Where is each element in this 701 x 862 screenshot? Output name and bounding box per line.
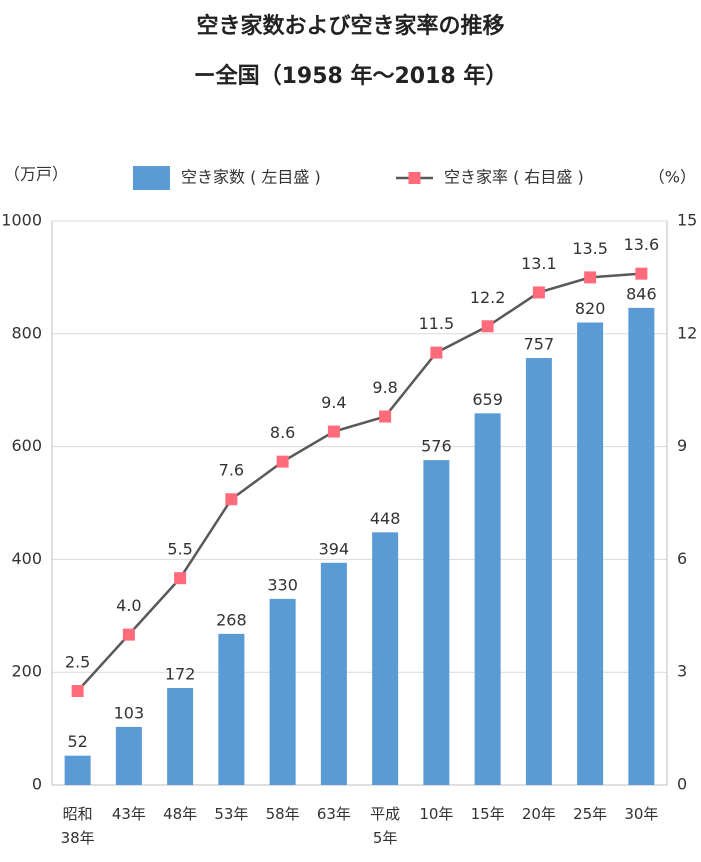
line-value-label: 5.5 xyxy=(167,540,192,559)
bar xyxy=(167,687,194,785)
bar-value-label: 757 xyxy=(524,335,555,354)
chart-title: 空き家数および空き家率の推移 xyxy=(196,14,505,39)
y2-tick-label: 15 xyxy=(677,211,697,230)
y2-axis-label: （%） xyxy=(649,168,696,187)
bar-value-label: 820 xyxy=(575,299,606,318)
line-value-label: 13.5 xyxy=(572,239,608,258)
x-tick-label: 15年 xyxy=(470,805,505,823)
y-tick-label: 200 xyxy=(11,662,42,681)
bar xyxy=(218,633,245,785)
bar xyxy=(269,598,296,785)
chart-subtitle: ー全国（1958 年〜2018 年） xyxy=(193,64,508,89)
y-tick-label: 0 xyxy=(32,775,42,794)
line-marker xyxy=(122,628,135,641)
line-value-label: 8.6 xyxy=(270,423,295,442)
line-marker xyxy=(71,685,84,697)
y2-tick-label: 3 xyxy=(677,662,687,681)
bar xyxy=(115,726,142,785)
y2-tick-label: 12 xyxy=(677,323,697,342)
bar-value-label: 268 xyxy=(216,610,247,629)
line-value-label: 4.0 xyxy=(116,596,141,615)
line-marker xyxy=(635,267,648,280)
bar-value-label: 172 xyxy=(165,664,196,683)
bar xyxy=(577,322,604,785)
x-tick-label: 25年 xyxy=(573,805,608,823)
bar-value-label: 659 xyxy=(472,390,503,409)
bar xyxy=(628,307,655,785)
bar-value-label: 52 xyxy=(67,732,87,751)
line-value-label: 13.6 xyxy=(624,235,660,254)
line xyxy=(76,272,642,692)
line-marker xyxy=(225,493,238,506)
line-value-label: 12.2 xyxy=(470,288,506,307)
bar-value-label: 846 xyxy=(626,284,657,303)
line-marker xyxy=(276,455,289,468)
y2-tick-label: 6 xyxy=(677,549,687,568)
bar-value-label: 103 xyxy=(114,703,145,722)
legend-label: 空き家率 ( 右目盛 ) xyxy=(444,168,584,187)
bar-value-label: 330 xyxy=(267,575,298,594)
legend-swatch xyxy=(133,166,170,190)
x-tick-label: 昭和 38年 xyxy=(60,805,95,847)
line-value-label: 9.4 xyxy=(321,393,346,412)
y-tick-label: 800 xyxy=(11,323,42,342)
line-marker xyxy=(584,271,597,284)
x-tick-label: 10年 xyxy=(419,805,454,823)
bar xyxy=(372,532,399,785)
x-tick-label: 53年 xyxy=(214,805,249,823)
x-tick-label: 43年 xyxy=(111,805,146,823)
line-marker xyxy=(481,320,494,333)
y-tick-label: 600 xyxy=(11,436,42,455)
bar xyxy=(320,562,347,785)
x-tick-label: 48年 xyxy=(163,805,198,823)
bar xyxy=(525,358,552,785)
x-tick-label: 58年 xyxy=(265,805,300,823)
line-marker xyxy=(430,346,443,359)
x-tick-label: 20年 xyxy=(521,805,556,823)
line-marker xyxy=(532,286,545,299)
bar-value-label: 448 xyxy=(370,509,401,528)
x-tick-label: 63年 xyxy=(316,805,351,823)
bar xyxy=(423,460,450,785)
legend-label: 空き家数 ( 左目盛 ) xyxy=(181,168,321,187)
y2-tick-label: 0 xyxy=(677,775,687,794)
line-value-label: 7.6 xyxy=(219,461,244,480)
line-value-label: 11.5 xyxy=(419,314,455,333)
line-value-label: 2.5 xyxy=(65,653,90,672)
y-tick-label: 1000 xyxy=(1,211,42,230)
line-value-label: 13.1 xyxy=(521,254,557,273)
y-axis-label: （万戸） xyxy=(4,165,68,184)
bar-value-label: 576 xyxy=(421,437,452,456)
bar-value-label: 394 xyxy=(319,539,350,558)
x-tick-label: 平成 5年 xyxy=(370,805,401,847)
y2-tick-label: 9 xyxy=(677,436,687,455)
line-marker xyxy=(327,425,340,438)
bar xyxy=(474,413,501,785)
legend-marker xyxy=(408,172,421,184)
line-value-label: 9.8 xyxy=(372,378,397,397)
line-marker xyxy=(379,410,392,423)
x-tick-label: 30年 xyxy=(624,805,659,823)
y-tick-label: 400 xyxy=(11,549,42,568)
line-marker xyxy=(174,572,187,585)
bar xyxy=(64,755,91,785)
